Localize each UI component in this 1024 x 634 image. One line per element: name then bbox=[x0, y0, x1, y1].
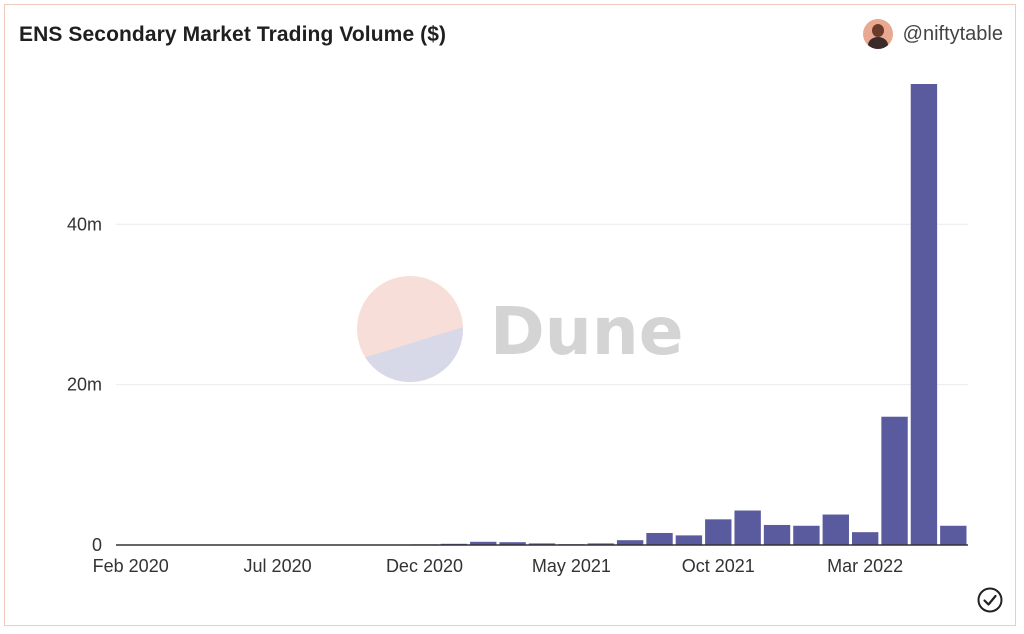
bar[interactable] bbox=[528, 543, 556, 545]
y-tick-label: 0 bbox=[92, 535, 102, 555]
watermark-text: Dune bbox=[490, 293, 684, 370]
bar[interactable] bbox=[705, 519, 732, 545]
y-tick-label: 20m bbox=[67, 375, 102, 395]
bars bbox=[117, 84, 967, 545]
bar[interactable] bbox=[646, 532, 673, 545]
check-circle-icon[interactable] bbox=[977, 587, 1003, 613]
y-axis-ticks: 0 20m 40m bbox=[67, 214, 102, 555]
author-name[interactable]: @niftytable bbox=[902, 22, 1003, 45]
bar[interactable] bbox=[763, 524, 791, 545]
x-tick-label: May 2021 bbox=[532, 556, 611, 576]
bar[interactable] bbox=[587, 543, 614, 545]
bar[interactable] bbox=[940, 525, 967, 545]
chart-card: ENS Secondary Market Trading Volume ($) … bbox=[4, 4, 1016, 626]
bar[interactable] bbox=[616, 540, 644, 545]
bar[interactable] bbox=[881, 416, 908, 545]
avatar-icon bbox=[862, 19, 893, 49]
bar[interactable] bbox=[734, 510, 761, 545]
bar[interactable] bbox=[822, 514, 849, 545]
bar[interactable] bbox=[675, 535, 703, 545]
x-axis-ticks: Feb 2020 Jul 2020 Dec 2020 May 2021 Oct 2021… bbox=[93, 556, 904, 576]
bar[interactable] bbox=[851, 532, 879, 545]
gridlines bbox=[116, 223, 968, 386]
bar[interactable] bbox=[793, 525, 820, 545]
x-tick-label: Jul 2020 bbox=[244, 556, 312, 576]
y-tick-label: 40m bbox=[67, 214, 102, 234]
chart-title: ENS Secondary Market Trading Volume ($) bbox=[19, 23, 447, 46]
x-tick-label: Feb 2020 bbox=[93, 556, 169, 576]
x-tick-label: Mar 2022 bbox=[827, 556, 903, 576]
bar[interactable] bbox=[499, 542, 526, 545]
bar[interactable] bbox=[470, 541, 497, 545]
bar[interactable] bbox=[910, 84, 938, 545]
author[interactable]: @niftytable bbox=[862, 19, 1003, 49]
x-tick-label: Dec 2020 bbox=[386, 556, 463, 576]
dune-watermark: Dune bbox=[357, 276, 684, 382]
x-tick-label: Oct 2021 bbox=[682, 556, 755, 576]
